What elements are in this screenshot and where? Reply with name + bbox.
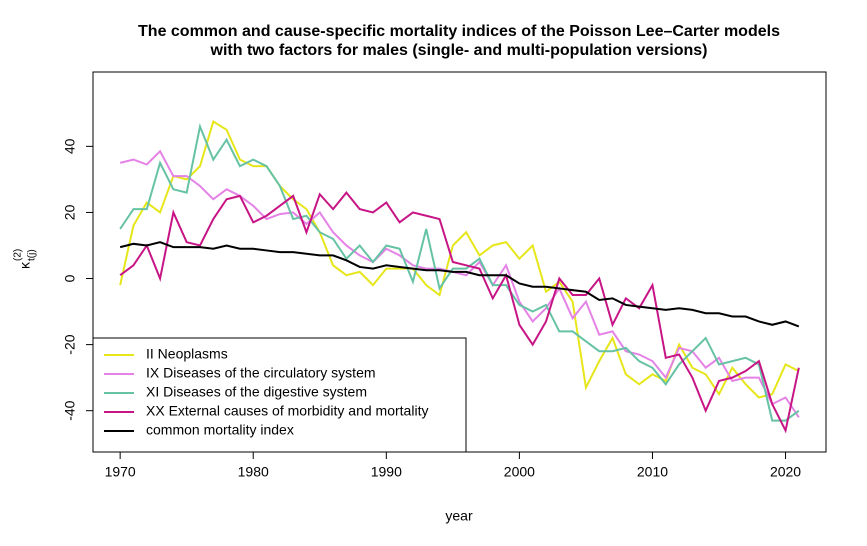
y-tick-label: 20	[62, 204, 78, 220]
x-tick-label: 2010	[637, 464, 668, 480]
x-tick-label: 2020	[770, 464, 801, 480]
y-tick-label: 0	[62, 274, 78, 282]
y-tick-label: 40	[62, 138, 78, 154]
series-line	[119, 120, 800, 399]
y-axis-label: κ (2) t(j)	[13, 249, 38, 269]
series-line	[119, 123, 800, 422]
y-label-sub: t(j)	[27, 249, 38, 261]
series-line	[119, 241, 800, 328]
x-tick-label: 1970	[105, 464, 136, 480]
legend-label: IX Diseases of the circulatory system	[146, 365, 376, 381]
legend-box	[92, 337, 467, 453]
legend-label: II Neoplasms	[146, 346, 228, 362]
series-line	[119, 149, 800, 418]
legend-label: common mortality index	[146, 422, 294, 438]
x-tick-label: 2000	[504, 464, 535, 480]
legend-label: XI Diseases of the digestive system	[146, 384, 367, 400]
chart-title: with two factors for males (single- and …	[210, 42, 708, 59]
series-line	[119, 191, 800, 434]
x-tick-label: 1980	[238, 464, 269, 480]
y-label-symbol: κ	[17, 261, 33, 269]
y-tick-label: -40	[62, 400, 78, 420]
x-axis-label: year	[445, 508, 473, 524]
chart-title: The common and cause-specific mortality …	[138, 23, 780, 40]
x-tick-label: 1990	[371, 464, 402, 480]
y-label-sup: (2)	[13, 249, 24, 261]
legend-label: XX External causes of morbidity and mort…	[146, 403, 428, 419]
y-tick-label: -20	[62, 334, 78, 354]
